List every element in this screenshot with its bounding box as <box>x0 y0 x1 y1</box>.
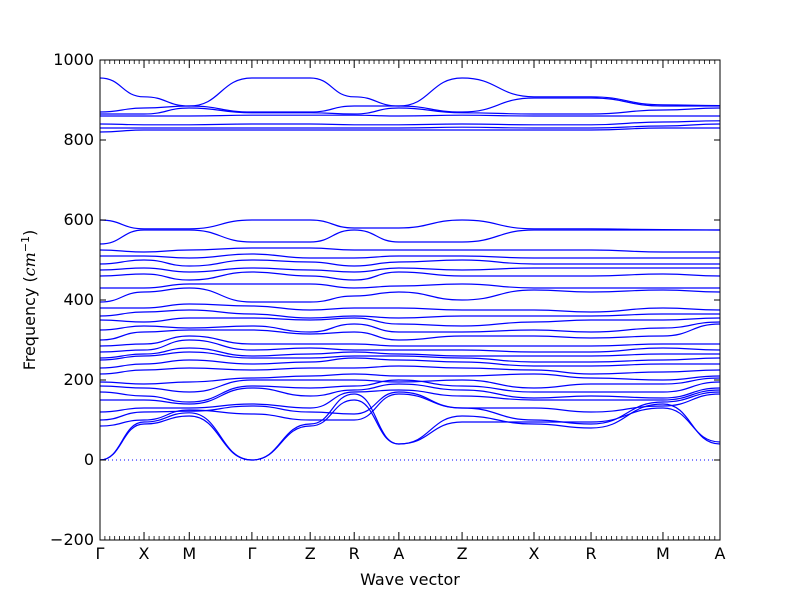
band-line-16 <box>99 323 721 341</box>
x-tick-label: X <box>529 544 540 563</box>
y-axis-label-text: Frequency ( <box>20 276 39 370</box>
band-line-33 <box>99 114 720 117</box>
band-line-14 <box>99 339 721 353</box>
band-line-23 <box>99 271 721 281</box>
band-line-9 <box>99 373 721 385</box>
band-line-28 <box>99 229 720 245</box>
band-line-36 <box>99 77 721 107</box>
y-axis-label: Frequency (cm−1) <box>19 230 39 371</box>
band-line-13 <box>99 347 720 359</box>
band-line-17 <box>99 321 721 333</box>
y-axis-label-exponent: −1 <box>19 236 32 252</box>
band-line-8 <box>99 377 721 393</box>
x-tick-label: R <box>585 544 596 563</box>
x-tick-label: Γ <box>96 544 105 563</box>
plot-area <box>99 77 721 461</box>
y-axis-label-unit: cm <box>20 252 39 276</box>
y-tick-label: 400 <box>63 290 94 309</box>
band-line-4 <box>99 391 721 421</box>
band-line-10 <box>99 365 721 375</box>
band-line-30 <box>99 127 720 133</box>
x-tick-label: A <box>393 544 404 563</box>
band-line-2 <box>99 399 721 461</box>
band-line-18 <box>99 317 721 327</box>
x-tick-label: Γ <box>247 544 256 563</box>
y-tick-label: 0 <box>84 450 94 469</box>
band-line-6 <box>100 383 721 405</box>
x-tick-label: M <box>182 544 196 563</box>
band-line-27 <box>99 247 720 253</box>
x-tick-label: Z <box>305 544 316 563</box>
plot-frame <box>99 59 721 541</box>
y-tick-label: 600 <box>63 210 94 229</box>
band-line-25 <box>99 259 720 267</box>
y-tick-label: 200 <box>63 370 94 389</box>
y-axis-label-close: ) <box>20 230 39 236</box>
x-tick-label: Z <box>457 544 468 563</box>
svg-text:Frequency (cm−1): Frequency (cm−1) <box>19 230 39 371</box>
band-line-24 <box>99 267 720 273</box>
y-tick-label: 800 <box>63 130 94 149</box>
band-line-20 <box>99 303 721 313</box>
band-line-34 <box>100 107 721 115</box>
band-line-3 <box>99 391 721 427</box>
x-tick-label: X <box>139 544 150 563</box>
band-line-22 <box>100 283 720 289</box>
band-line-5 <box>99 389 721 413</box>
band-line-19 <box>99 309 720 319</box>
x-axis-label: Wave vector <box>360 570 460 589</box>
x-tick-label: A <box>715 544 726 563</box>
band-line-11 <box>99 357 721 369</box>
x-tick-label: M <box>656 544 670 563</box>
band-line-15 <box>99 335 720 347</box>
band-line-29 <box>99 219 721 231</box>
band-line-31 <box>99 123 721 129</box>
y-tick-label: 1000 <box>53 50 94 69</box>
band-line-12 <box>99 351 721 363</box>
y-tick-label: −200 <box>50 530 94 549</box>
band-line-26 <box>99 253 720 259</box>
band-line-32 <box>99 120 721 126</box>
band-line-1 <box>99 393 721 461</box>
x-tick-label: R <box>349 544 360 563</box>
band-line-21 <box>99 287 721 303</box>
